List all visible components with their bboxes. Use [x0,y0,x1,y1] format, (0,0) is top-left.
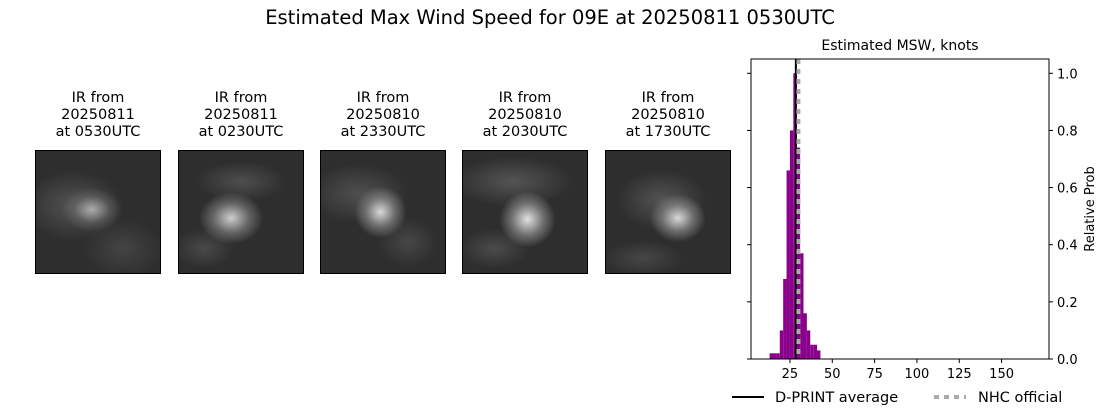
ir-panel-title: IR from 20250810 at 1730UTC [625,90,711,140]
legend-label-dprint: D-PRINT average [775,390,898,406]
legend: D-PRINT average NHC official [732,390,1062,406]
y-tick-label: 0.6 [1057,182,1078,197]
histogram-bar [776,353,780,359]
histogram-bar [779,330,784,359]
y-tick-label: 0.2 [1057,296,1078,311]
ir-panel-title: IR from 20250810 at 2330UTC [340,90,426,140]
histogram-bar [803,313,807,359]
y-tick-label: 0.4 [1057,239,1078,254]
histogram-bar [810,344,814,359]
histogram-bar [800,253,804,359]
histogram-bar [813,344,818,359]
figure-title: Estimated Max Wind Speed for 09E at 2025… [265,6,835,29]
ir-panel-title: IR from 20250811 at 0530UTC [55,90,141,140]
satellite-ir-image [605,150,731,274]
histogram-bar [786,170,790,359]
x-tick-label: 75 [866,367,883,382]
histogram-bar [789,130,794,359]
x-tick-label: 125 [947,367,972,382]
ir-panel: IR from 20250811 at 0230UTC [178,90,304,274]
satellite-ir-image [35,150,161,274]
histogram-bar [783,279,787,359]
ir-panel-title: IR from 20250810 at 2030UTC [482,90,568,140]
y-tick-label: 1.0 [1057,67,1078,82]
x-tick-label: 25 [782,367,799,382]
y-axis-label: Relative Prob [1083,166,1098,251]
ir-panel: IR from 20250811 at 0530UTC [35,90,161,274]
plot-frame [750,58,1050,360]
histogram-bar [806,330,811,359]
y-tick-label: 0.0 [1057,353,1078,368]
satellite-ir-image [462,150,588,274]
ir-panel: IR from 20250810 at 1730UTC [605,90,731,274]
chart-title: Estimated MSW, knots [821,38,978,54]
satellite-ir-image [178,150,304,274]
ir-panel: IR from 20250810 at 2030UTC [462,90,588,274]
x-tick-label: 100 [905,367,930,382]
histogram-bar [773,353,777,359]
histogram-bar [769,353,774,359]
x-tick-label: 50 [824,367,841,382]
ir-panel: IR from 20250810 at 2330UTC [320,90,446,274]
x-tick-label: 150 [989,367,1014,382]
histogram-bar [817,350,821,359]
legend-label-nhc: NHC official [978,390,1062,406]
satellite-ir-image [320,150,446,274]
ir-panel-title: IR from 20250811 at 0230UTC [198,90,284,140]
y-tick-label: 0.8 [1057,124,1078,139]
